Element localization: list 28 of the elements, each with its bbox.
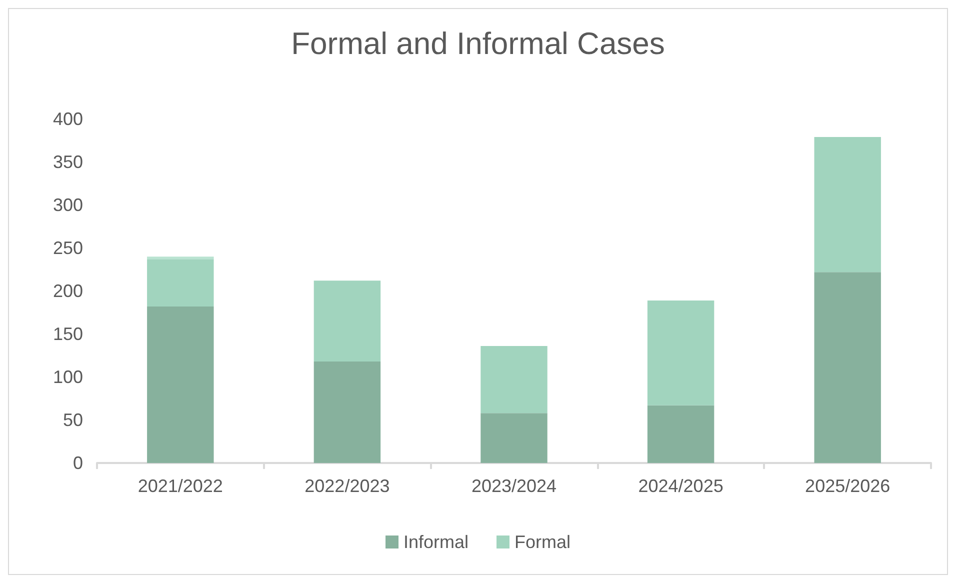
y-tick-label: 300 — [52, 195, 83, 215]
x-tick-label: 2024/2025 — [638, 476, 724, 496]
y-tick-label: 50 — [62, 410, 83, 430]
bar — [314, 280, 381, 362]
bar — [647, 405, 714, 463]
x-tick-label: 2022/2023 — [304, 476, 390, 496]
y-tick-label: 100 — [52, 367, 83, 387]
y-tick-label: 200 — [52, 281, 83, 301]
bar — [480, 346, 548, 414]
legend-label: Informal — [403, 532, 469, 552]
legend-label: Formal — [514, 532, 571, 552]
y-tick-label: 350 — [52, 152, 83, 172]
bar — [147, 256, 214, 260]
x-tick-label: 2021/2022 — [138, 476, 223, 496]
y-tick-label: 0 — [72, 453, 83, 473]
bar — [647, 300, 714, 406]
chart-title: Formal and Informal Cases — [291, 26, 665, 61]
bar — [814, 272, 881, 463]
bar — [147, 306, 214, 463]
bar — [147, 259, 214, 306]
bar — [314, 362, 381, 463]
y-tick-label: 150 — [52, 324, 83, 344]
y-tick-label: 400 — [52, 109, 83, 129]
bar — [814, 137, 881, 272]
bar — [480, 413, 548, 463]
y-tick-label: 250 — [52, 238, 83, 258]
x-tick-label: 2023/2024 — [471, 476, 557, 496]
x-tick-label: 2025/2026 — [805, 476, 890, 496]
